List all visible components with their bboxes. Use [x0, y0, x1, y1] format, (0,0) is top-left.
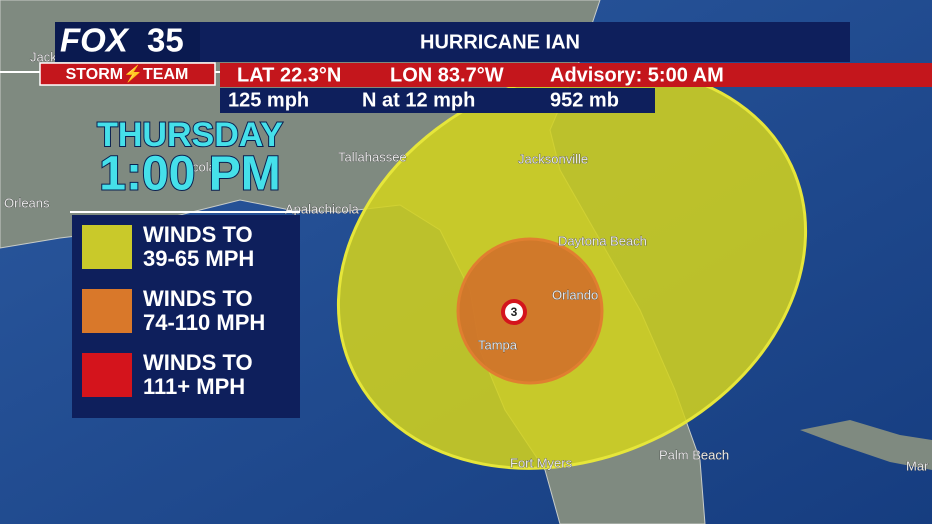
info-bar — [220, 63, 932, 87]
forecast-time: 1:00 PM — [99, 148, 280, 201]
city-label: cola — [192, 159, 217, 174]
logo-channel: 35 — [147, 22, 184, 59]
pressure: 952 mb — [550, 89, 619, 111]
forecast-day: THURSDAY — [97, 116, 283, 154]
city-label: Palm Beach — [659, 447, 729, 462]
city-label: Mar — [906, 458, 929, 473]
logo-box — [55, 22, 200, 62]
city-label: Jack — [30, 49, 57, 64]
legend-label: WINDS TO — [143, 222, 253, 247]
legend-label: WINDS TO — [143, 286, 253, 311]
legend-range: 74-110 MPH — [143, 310, 265, 335]
legend-swatch — [82, 353, 132, 397]
island — [800, 420, 932, 470]
city-label: Orleans — [4, 195, 50, 210]
logo-band — [39, 62, 216, 86]
legend-range: 39-65 MPH — [143, 246, 254, 271]
city-label: Orlando — [552, 287, 598, 302]
title: HURRICANE IAN — [420, 31, 580, 53]
city-label: Fort Myers — [510, 455, 573, 470]
advisory: Advisory: 5:00 AM — [550, 64, 724, 86]
legend-range: 111+ MPH — [143, 374, 245, 399]
city-label: Jacksonville — [518, 151, 588, 166]
motion: N at 12 mph — [362, 89, 475, 111]
legend-swatch — [82, 225, 132, 269]
city-label: Tallahassee — [338, 149, 407, 164]
storm-category: 3 — [511, 305, 518, 319]
longitude: LON 83.7°W — [390, 64, 504, 86]
hurricane-wind-zone — [456, 237, 604, 385]
latitude: LAT 22.3°N — [237, 64, 341, 86]
storm-icon: 3 — [501, 299, 527, 325]
city-label: Tampa — [478, 337, 518, 352]
logo-network: FOX — [60, 22, 130, 59]
max-wind: 125 mph — [228, 89, 309, 111]
info-bar — [220, 88, 655, 113]
city-label: Daytona Beach — [558, 233, 647, 248]
logo-brand: STORM⚡TEAM — [66, 64, 189, 83]
legend-label: WINDS TO — [143, 350, 253, 375]
legend-swatch — [82, 289, 132, 333]
city-label: Apalachicola — [285, 201, 359, 216]
